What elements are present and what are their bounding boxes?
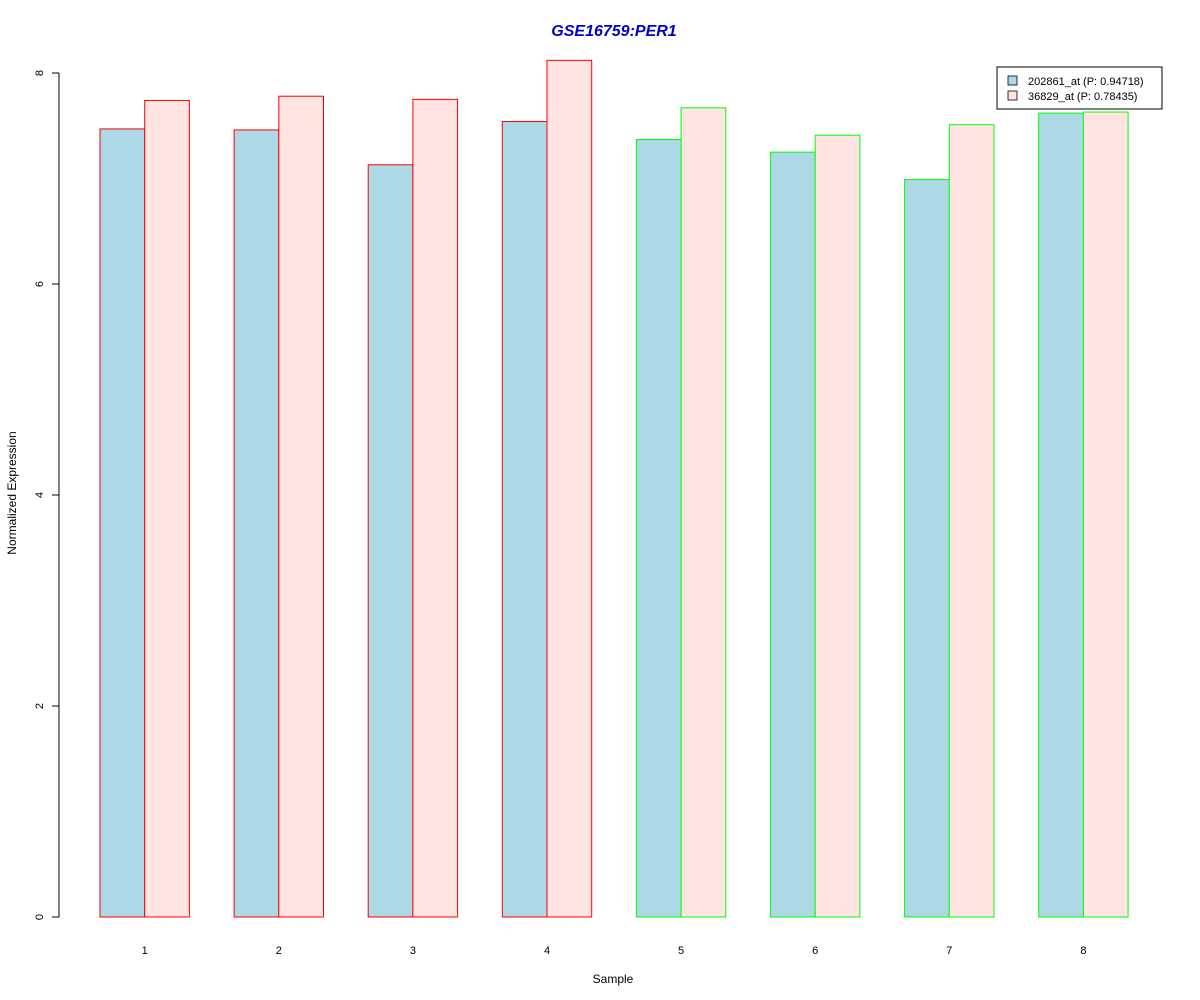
bar-sample-8-series-2 [1082, 111, 1129, 918]
bar-sample-7-series-2 [948, 124, 995, 918]
bar-sample-1-series-1 [99, 128, 146, 918]
bar-sample-1-series-2 [144, 99, 190, 918]
bar-sample-6-series-2 [814, 134, 861, 918]
bars-group [99, 59, 1129, 918]
bar-sample-8-series-1 [1038, 112, 1084, 918]
x-tick-label: 7 [946, 945, 952, 957]
legend-swatch [1007, 75, 1018, 86]
x-tick-label: 5 [678, 945, 684, 957]
bar-sample-2-series-1 [233, 129, 280, 918]
bar-sample-3-series-2 [412, 98, 459, 918]
legend: 202861_at (P: 0.94718) 36829_at (P: 0.784… [996, 66, 1163, 110]
y-tick-label: 0 [34, 914, 46, 920]
bar-sample-6-series-1 [770, 151, 816, 918]
y-tick-label: 4 [34, 492, 46, 498]
x-tick-label: 4 [544, 945, 550, 957]
x-tick-label: 8 [1080, 945, 1086, 957]
bar-sample-3-series-1 [367, 164, 414, 918]
y-axis: 0 2 4 6 8 [34, 70, 60, 920]
y-tick-label: 8 [34, 70, 46, 76]
bar-sample-4-series-1 [501, 121, 548, 918]
bar-sample-5-series-1 [635, 138, 682, 918]
x-tick-label: 1 [142, 945, 148, 957]
x-tick-label: 2 [276, 945, 282, 957]
y-tick-label: 6 [34, 281, 46, 287]
x-axis-label: Sample [593, 972, 634, 986]
bar-sample-5-series-2 [680, 107, 727, 918]
legend-box [996, 66, 1163, 110]
bar-sample-4-series-2 [546, 59, 593, 918]
x-tick-label: 3 [410, 945, 416, 957]
y-tick-label: 2 [34, 703, 46, 709]
legend-swatch [1007, 90, 1018, 101]
legend-entry-label: 36829_at (P: 0.78435) [1028, 91, 1137, 103]
x-axis-tick-labels: 1 2 3 4 5 6 7 8 [142, 945, 1087, 957]
x-tick-label: 6 [812, 945, 818, 957]
y-axis-label: Normalized Expression [5, 431, 19, 554]
chart-title: GSE16759:PER1 [551, 23, 677, 40]
bar-sample-2-series-2 [278, 95, 324, 918]
bar-sample-7-series-1 [904, 179, 950, 918]
legend-entry-label: 202861_at (P: 0.94718) [1028, 76, 1144, 88]
